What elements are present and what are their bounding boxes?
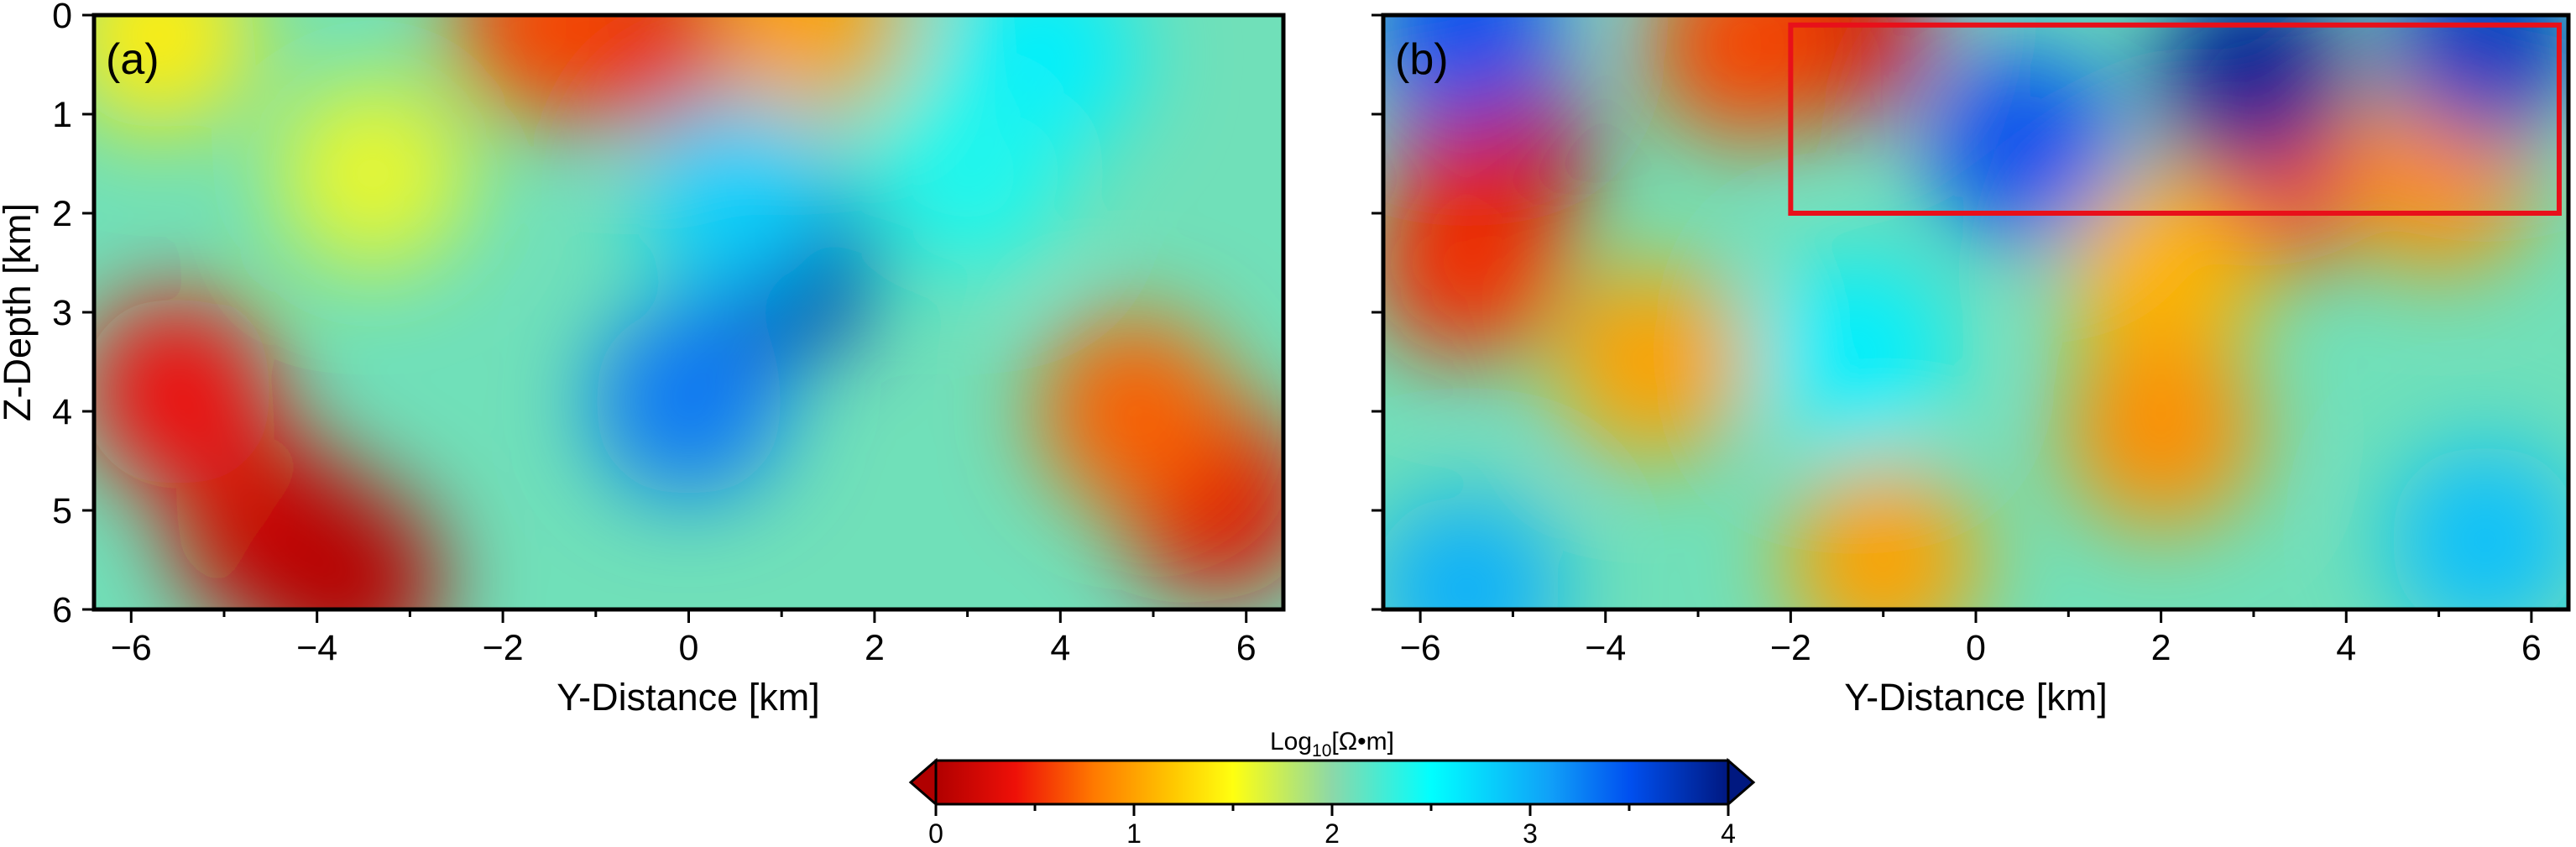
heatmap-blob <box>2064 334 2258 528</box>
colorbar-label-main: Log <box>1270 728 1312 756</box>
heatmap-blob <box>592 305 786 499</box>
panel-a-x-axis: −6 −4 −2 0 2 4 6 <box>111 609 1257 668</box>
heatmap-blob <box>248 483 442 609</box>
heatmap-blob <box>2064 175 2258 369</box>
colorbar-tick-label: 2 <box>1325 818 1340 847</box>
y-tick-label: 6 <box>52 590 72 630</box>
heatmap-blob <box>94 295 274 489</box>
heatmap-blob <box>2388 443 2568 609</box>
heatmap-blob <box>638 97 832 290</box>
colorbar-ticks: 0 1 2 3 4 <box>928 804 1736 847</box>
y-tick-label: 2 <box>52 194 72 234</box>
x-tick-label: 6 <box>1236 628 1257 668</box>
y-tick-label: 1 <box>52 95 72 135</box>
y-tick-label: 4 <box>52 392 72 432</box>
colorbar-label-unit: [Ω•m] <box>1331 728 1394 756</box>
panel-a-heatmap <box>94 15 1283 609</box>
panel-a-x-axis-label: Y-Distance [km] <box>556 676 819 719</box>
x-tick-label: 0 <box>1966 628 1986 668</box>
panel-b-x-axis-label: Y-Distance [km] <box>1844 676 2107 719</box>
x-tick-label: 4 <box>1050 628 1070 668</box>
y-tick-label: 5 <box>52 491 72 531</box>
panel-a: (a) −6 −4 −2 0 2 4 6 0 1 2 3 4 5 6 Y-Distance [km] Z… <box>0 0 1286 719</box>
heatmap-blob <box>94 15 256 132</box>
colorbar-ramp <box>934 759 1730 806</box>
colorbar-tick-label: 4 <box>1721 818 1736 847</box>
panel-a-y-axis: 0 1 2 3 4 5 6 <box>52 0 94 630</box>
x-tick-label: 4 <box>2336 628 2356 668</box>
heatmap-blob <box>713 15 907 112</box>
x-tick-label: 2 <box>2151 628 2171 668</box>
colorbar: Log10[Ω•m] 0 1 2 3 4 <box>908 728 1756 847</box>
heatmap-blob <box>870 76 1064 270</box>
x-tick-label: −4 <box>1585 628 1626 668</box>
panel-b-heatmap <box>1383 15 2568 609</box>
x-tick-label: −6 <box>111 628 152 668</box>
panel-b-label: (b) <box>1395 35 1449 84</box>
colorbar-tick-label: 3 <box>1523 818 1538 847</box>
colorbar-high-triangle <box>1727 757 1756 808</box>
heatmap-blob <box>2388 15 2568 142</box>
colorbar-label: Log10[Ω•m] <box>1270 728 1394 761</box>
heatmap-blob <box>1383 15 1564 122</box>
heatmap-blob <box>1037 315 1231 508</box>
x-tick-label: 0 <box>679 628 699 668</box>
x-tick-label: 2 <box>865 628 885 668</box>
colorbar-tick-label: 0 <box>928 818 943 847</box>
heatmap-blob <box>1554 265 1748 458</box>
x-tick-label: 6 <box>2521 628 2542 668</box>
heatmap-blob <box>2156 15 2350 171</box>
panel-b-x-axis: −6 −4 −2 0 2 4 6 <box>1400 609 2542 668</box>
y-tick-label: 3 <box>52 293 72 333</box>
heatmap-blob <box>1383 166 1564 359</box>
y-tick-label: 0 <box>52 0 72 36</box>
heatmap-blob <box>276 76 470 270</box>
heatmap-blob <box>1925 47 2119 241</box>
heatmap-blob <box>1786 463 1980 609</box>
panel-b-y-axis <box>1372 13 1383 611</box>
panel-b: (b) −6 −4 −2 0 2 4 6 Y-Distance [km] <box>1372 13 2571 719</box>
heatmap-blob <box>452 15 646 122</box>
heatmap-blob <box>1383 493 1564 609</box>
colorbar-low-triangle <box>908 757 938 808</box>
colorbar-tick-label: 1 <box>1126 818 1142 847</box>
heatmap-blob <box>1758 255 1952 449</box>
colorbar-label-subscript: 10 <box>1312 741 1331 761</box>
panel-a-label: (a) <box>106 35 159 84</box>
x-tick-label: −2 <box>483 628 524 668</box>
panel-a-y-axis-label: Z-Depth [km] <box>0 203 39 421</box>
panel-b-annotation-box <box>1788 22 2562 216</box>
x-tick-label: −6 <box>1400 628 1441 668</box>
x-tick-label: −4 <box>296 628 337 668</box>
x-tick-label: −2 <box>1770 628 1811 668</box>
